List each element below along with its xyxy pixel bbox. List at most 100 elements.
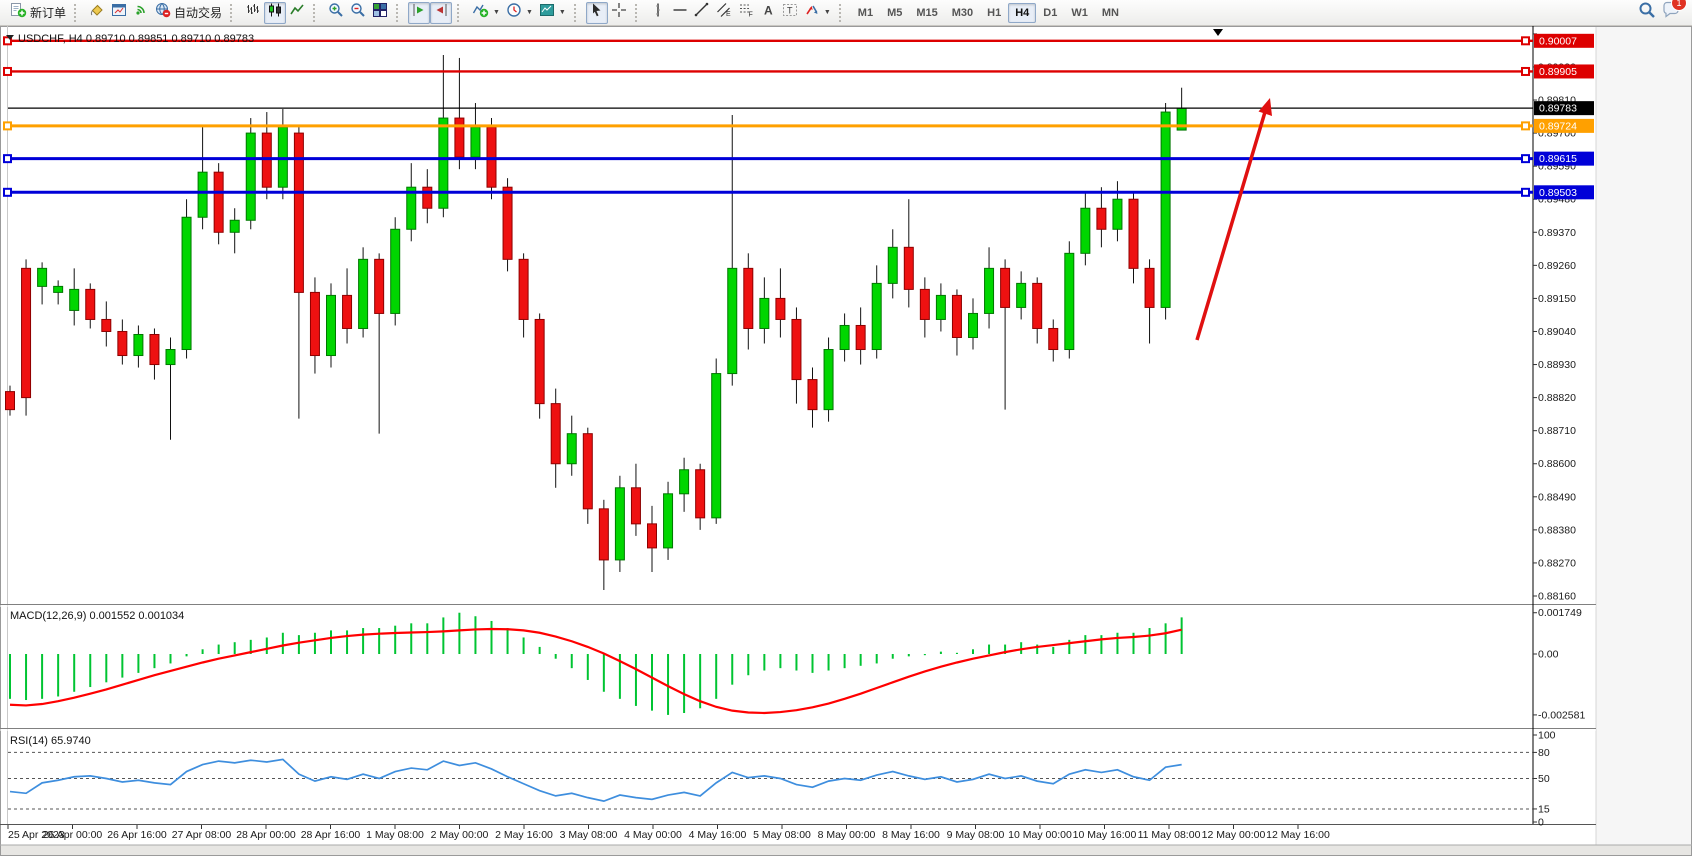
line-handle[interactable] <box>3 66 12 76</box>
horizontal-line-button[interactable] <box>669 2 691 24</box>
notifications-button[interactable]: 1 <box>1662 0 1687 24</box>
candle[interactable] <box>53 280 64 305</box>
dropdown-arrow-icon[interactable]: ▼ <box>558 9 566 16</box>
candle[interactable] <box>1064 241 1075 359</box>
candle[interactable] <box>454 57 465 170</box>
candlestick-button[interactable] <box>264 1 287 24</box>
candle[interactable] <box>823 337 834 422</box>
candle[interactable] <box>855 307 866 365</box>
candle[interactable] <box>21 259 32 416</box>
candle[interactable] <box>951 289 962 356</box>
line-handle[interactable] <box>1521 154 1530 164</box>
candle[interactable] <box>871 265 882 359</box>
candle[interactable] <box>984 247 995 329</box>
candle[interactable] <box>679 457 690 512</box>
line-handle[interactable] <box>1521 66 1530 76</box>
candle[interactable] <box>614 475 625 572</box>
candle[interactable] <box>101 301 112 347</box>
candle[interactable] <box>1128 193 1139 284</box>
timeframe-d1[interactable]: D1 <box>1043 6 1058 19</box>
candle[interactable] <box>919 277 930 338</box>
trendline-button[interactable] <box>691 2 713 24</box>
candle[interactable] <box>197 127 208 230</box>
templates-button[interactable]: ▼ <box>536 2 569 24</box>
line-handle[interactable] <box>3 154 12 164</box>
candle[interactable] <box>1160 103 1171 320</box>
candle[interactable] <box>69 268 80 326</box>
candle[interactable] <box>630 463 641 536</box>
candle[interactable] <box>229 208 240 254</box>
new-chart-button[interactable] <box>108 2 130 24</box>
candle[interactable] <box>117 319 128 365</box>
candle[interactable] <box>566 415 577 476</box>
candle[interactable] <box>358 247 369 338</box>
candle[interactable] <box>309 277 320 374</box>
new-order-button[interactable]: 新订单 <box>7 2 69 24</box>
timeframe-w1[interactable]: W1 <box>1071 6 1088 19</box>
symbol-dropdown-icon[interactable] <box>6 35 14 40</box>
timeframe-h4[interactable]: H4 <box>1008 2 1037 23</box>
candle[interactable] <box>133 325 144 368</box>
candle[interactable] <box>422 169 433 224</box>
candle[interactable] <box>213 163 224 245</box>
zoom-out-button[interactable] <box>347 2 369 24</box>
candle[interactable] <box>37 262 48 305</box>
chart-shift-button[interactable] <box>430 1 453 24</box>
line-handle[interactable] <box>1521 187 1530 197</box>
periods-button[interactable]: ▼ <box>503 2 536 24</box>
timeframe-m15[interactable]: M15 <box>916 6 938 19</box>
candle[interactable] <box>149 328 160 380</box>
line-handle[interactable] <box>1521 121 1530 131</box>
candle[interactable] <box>5 385 15 416</box>
candle[interactable] <box>1080 193 1091 266</box>
line-chart-button[interactable] <box>286 2 308 24</box>
candle[interactable] <box>598 499 609 590</box>
bar-chart-button[interactable] <box>242 2 264 24</box>
candle[interactable] <box>727 115 738 386</box>
zoom-in-button[interactable] <box>325 2 347 24</box>
text-button[interactable]: A <box>757 2 779 24</box>
candle[interactable] <box>165 337 176 440</box>
shift-marker-icon[interactable] <box>1213 29 1223 36</box>
candle[interactable] <box>743 253 754 350</box>
candle[interactable] <box>775 268 786 338</box>
crosshair-button[interactable] <box>608 2 630 24</box>
candle[interactable] <box>1016 271 1027 320</box>
line-handle[interactable] <box>1521 36 1530 46</box>
trend-arrow[interactable] <box>1195 111 1267 341</box>
candle[interactable] <box>807 367 818 428</box>
candle[interactable] <box>663 481 674 560</box>
timeframe-mn[interactable]: MN <box>1101 6 1119 19</box>
channel-button[interactable]: E <box>713 2 735 24</box>
indicators-button[interactable]: ▼ <box>469 2 503 24</box>
dropdown-arrow-icon[interactable]: ▼ <box>823 9 831 16</box>
arrows-button[interactable]: ▼ <box>801 2 834 24</box>
line-handle[interactable] <box>3 121 12 131</box>
autotrading-button[interactable]: 自动交易 <box>152 2 225 24</box>
cursor-button[interactable] <box>585 1 608 24</box>
candle[interactable] <box>839 313 850 362</box>
candle[interactable] <box>903 199 914 308</box>
candle[interactable] <box>406 163 417 242</box>
styler-button[interactable] <box>86 2 108 24</box>
candle[interactable] <box>518 253 529 338</box>
candle[interactable] <box>887 229 898 299</box>
dropdown-arrow-icon[interactable]: ▼ <box>493 9 500 16</box>
dropdown-arrow-icon[interactable]: ▼ <box>525 9 533 16</box>
line-handle[interactable] <box>3 36 12 46</box>
candle[interactable] <box>534 313 545 419</box>
candle[interactable] <box>582 427 593 524</box>
line-handle[interactable] <box>3 187 12 197</box>
candle[interactable] <box>293 127 304 419</box>
signals-button[interactable] <box>130 2 152 24</box>
candle[interactable] <box>342 268 353 344</box>
candle[interactable] <box>390 217 401 326</box>
search-button[interactable] <box>1638 1 1656 24</box>
candle[interactable] <box>647 505 657 572</box>
candle[interactable] <box>181 199 192 359</box>
auto-scroll-button[interactable] <box>408 1 431 24</box>
candle[interactable] <box>245 118 256 230</box>
candle[interactable] <box>1096 187 1107 248</box>
candle[interactable] <box>791 307 802 404</box>
vertical-line-button[interactable] <box>647 2 669 24</box>
